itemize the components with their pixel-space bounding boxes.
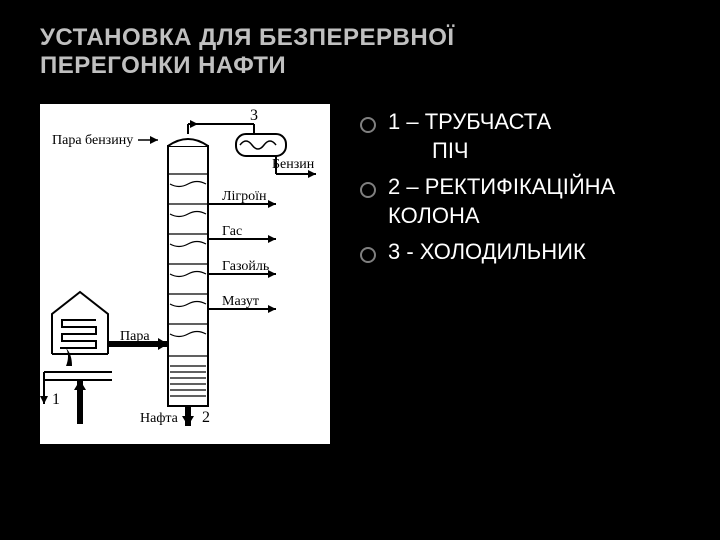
label-vapor-benzine: Пара бензину xyxy=(52,133,133,148)
label-num-1: 1 xyxy=(52,391,60,408)
label-benzine: Бензин xyxy=(272,157,315,172)
label-ligroin: Лігроїн xyxy=(222,189,267,204)
title-line-2: ПЕРЕГОНКИ НАФТИ xyxy=(40,52,286,79)
label-vapor: Пара xyxy=(120,329,150,344)
label-num-2: 2 xyxy=(202,409,210,426)
label-num-3: 3 xyxy=(250,107,258,124)
label-gasoil: Газойль xyxy=(222,259,269,274)
legend-list: 1 – ТРУБЧАСТА ПІЧ 2 – РЕКТИФІКАЦІЙНА КОЛ… xyxy=(360,108,680,267)
legend-item-2-text: 2 – РЕКТИФІКАЦІЙНА КОЛОНА xyxy=(388,174,615,228)
top-vapor-line-icon xyxy=(188,120,254,134)
legend-item-1-sub: ПІЧ xyxy=(388,137,680,166)
legend-item-3: 3 - ХОЛОДИЛЬНИК xyxy=(360,238,680,267)
label-mazut: Мазут xyxy=(222,294,259,309)
slide: УСТАНОВКА ДЛЯ БЕЗПЕРЕРВНОЇ ПЕРЕГОНКИ НАФ… xyxy=(0,0,720,540)
legend-panel: 1 – ТРУБЧАСТА ПІЧ 2 – РЕКТИФІКАЦІЙНА КОЛ… xyxy=(340,104,680,444)
label-naphtha: Нафта xyxy=(140,411,179,426)
legend-item-1: 1 – ТРУБЧАСТА ПІЧ xyxy=(360,108,680,165)
crude-inlet-icon xyxy=(74,380,86,424)
column-icon xyxy=(168,139,208,426)
legend-item-3-text: 3 - ХОЛОДИЛЬНИК xyxy=(388,239,586,264)
label-kerosene: Гас xyxy=(222,224,242,239)
distillation-diagram: Пара бензину Бензин Лігроїн Гас Газойль … xyxy=(40,104,330,444)
content-row: Пара бензину Бензин Лігроїн Гас Газойль … xyxy=(40,104,680,444)
slide-title: УСТАНОВКА ДЛЯ БЕЗПЕРЕРВНОЇ ПЕРЕГОНКИ НАФ… xyxy=(40,24,680,80)
legend-item-2: 2 – РЕКТИФІКАЦІЙНА КОЛОНА xyxy=(360,173,680,230)
legend-item-1-text: 1 – ТРУБЧАСТА xyxy=(388,109,551,134)
diagram-panel: Пара бензину Бензин Лігроїн Гас Газойль … xyxy=(40,104,340,444)
title-line-1: УСТАНОВКА ДЛЯ БЕЗПЕРЕРВНОЇ xyxy=(40,24,455,51)
